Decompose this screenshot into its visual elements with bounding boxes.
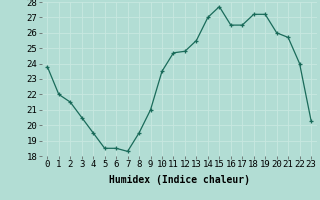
X-axis label: Humidex (Indice chaleur): Humidex (Indice chaleur) <box>109 175 250 185</box>
